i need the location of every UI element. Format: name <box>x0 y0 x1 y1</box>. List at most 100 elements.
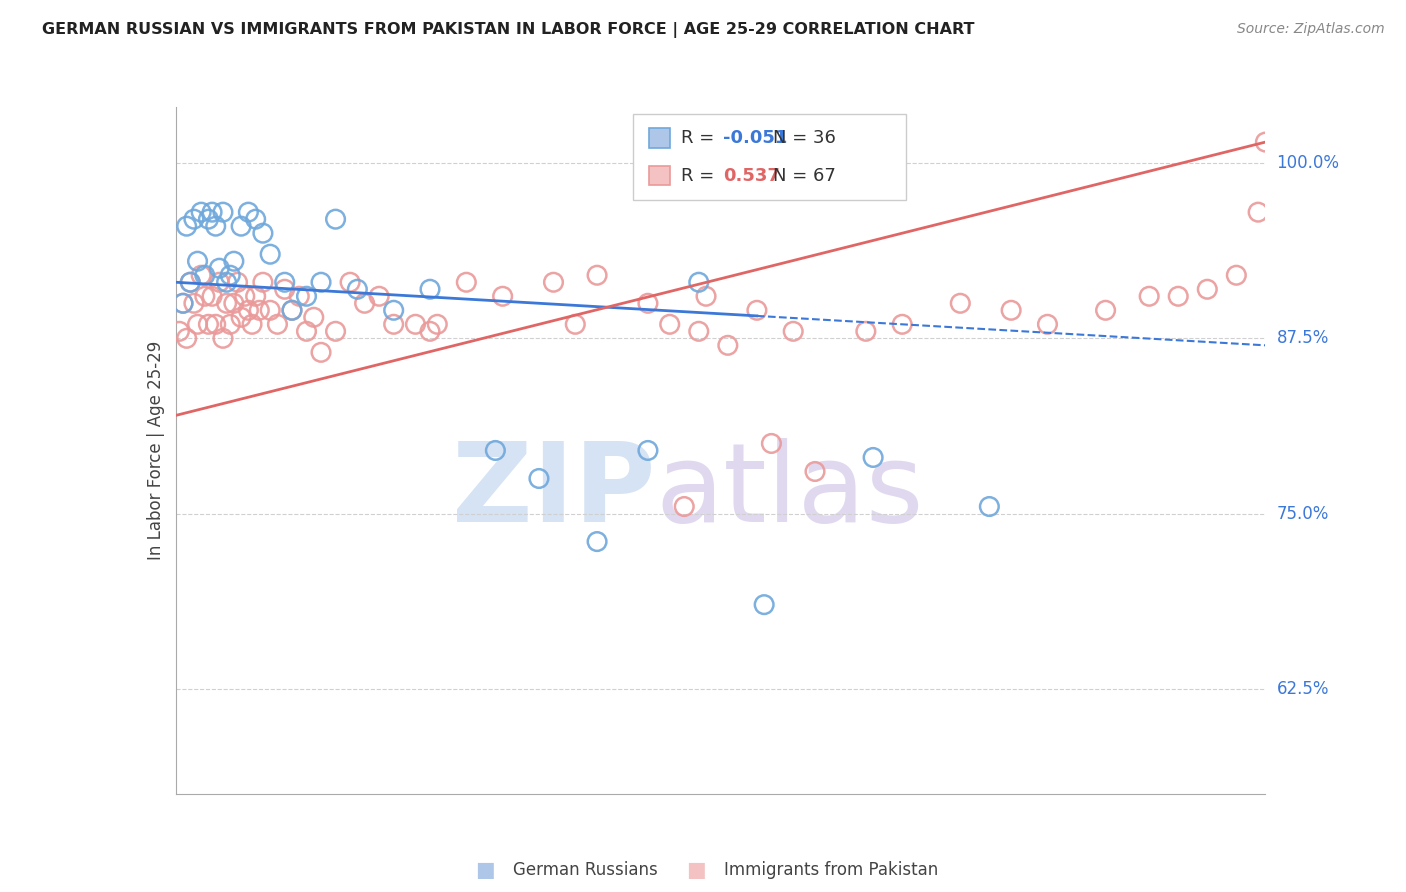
Text: 0.537: 0.537 <box>723 167 780 185</box>
Point <box>804 465 827 479</box>
Text: 62.5%: 62.5% <box>1277 680 1329 698</box>
Point <box>1197 282 1219 296</box>
Point <box>658 318 681 332</box>
Point <box>745 303 768 318</box>
Point <box>172 296 194 310</box>
Text: GERMAN RUSSIAN VS IMMIGRANTS FROM PAKISTAN IN LABOR FORCE | AGE 25-29 CORRELATIO: GERMAN RUSSIAN VS IMMIGRANTS FROM PAKIST… <box>42 22 974 38</box>
Point <box>183 296 205 310</box>
Point <box>426 318 449 332</box>
Point <box>527 471 550 485</box>
Point <box>247 303 270 318</box>
Point <box>186 254 209 268</box>
Point <box>194 289 217 303</box>
Point <box>688 324 710 338</box>
Point <box>855 324 877 338</box>
Text: Immigrants from Pakistan: Immigrants from Pakistan <box>724 861 938 879</box>
Point <box>325 212 347 227</box>
Point <box>259 303 281 318</box>
Point <box>176 331 198 345</box>
Point <box>637 296 659 310</box>
Text: Source: ZipAtlas.com: Source: ZipAtlas.com <box>1237 22 1385 37</box>
Point <box>190 205 212 219</box>
Point <box>204 219 226 234</box>
Point <box>233 289 256 303</box>
Point <box>252 226 274 240</box>
Point <box>382 303 405 318</box>
Point <box>194 268 217 283</box>
Point <box>761 436 783 450</box>
Point <box>543 275 565 289</box>
Point <box>169 324 191 338</box>
Point <box>717 338 740 352</box>
Point <box>586 268 609 283</box>
Point <box>201 205 224 219</box>
Point <box>252 275 274 289</box>
Point <box>266 318 288 332</box>
Point <box>204 318 226 332</box>
Point <box>309 275 332 289</box>
Text: 100.0%: 100.0% <box>1277 154 1340 172</box>
Point <box>179 275 201 289</box>
Point <box>288 289 311 303</box>
Point <box>1137 289 1160 303</box>
Point <box>637 443 659 458</box>
Point <box>231 310 253 325</box>
Point <box>325 324 347 338</box>
Point <box>492 289 515 303</box>
Point <box>309 345 332 359</box>
Point <box>1000 303 1022 318</box>
Point <box>219 318 242 332</box>
Text: German Russians: German Russians <box>513 861 658 879</box>
Point <box>231 219 253 234</box>
Point <box>208 275 231 289</box>
Point <box>238 303 260 318</box>
Point <box>456 275 478 289</box>
Point <box>1225 268 1247 283</box>
Point <box>212 331 235 345</box>
Point <box>197 318 219 332</box>
Point <box>281 303 304 318</box>
Point <box>754 598 776 612</box>
Point <box>949 296 972 310</box>
Point <box>212 205 235 219</box>
Point <box>183 212 205 227</box>
Point <box>1254 135 1277 149</box>
FancyBboxPatch shape <box>633 114 905 200</box>
Text: ■: ■ <box>475 860 495 880</box>
Point <box>484 443 506 458</box>
Point <box>339 275 361 289</box>
Point <box>238 205 260 219</box>
Text: 87.5%: 87.5% <box>1277 329 1329 347</box>
Point <box>281 303 304 318</box>
Point <box>302 310 325 325</box>
Point <box>222 254 245 268</box>
Point <box>368 289 391 303</box>
Point <box>1036 318 1059 332</box>
FancyBboxPatch shape <box>648 128 671 147</box>
Point <box>695 289 717 303</box>
Text: atlas: atlas <box>655 438 924 545</box>
Point <box>215 296 238 310</box>
Point <box>295 289 318 303</box>
Point <box>197 212 219 227</box>
Text: R =: R = <box>682 129 720 147</box>
Point <box>979 500 1001 514</box>
Point <box>240 318 263 332</box>
Y-axis label: In Labor Force | Age 25-29: In Labor Force | Age 25-29 <box>146 341 165 560</box>
Point <box>186 318 209 332</box>
Point <box>782 324 804 338</box>
Point <box>176 219 198 234</box>
Point <box>405 318 427 332</box>
Point <box>295 324 318 338</box>
Point <box>1167 289 1189 303</box>
Point <box>245 212 267 227</box>
Point <box>259 247 281 261</box>
Point <box>201 289 224 303</box>
Point <box>891 318 914 332</box>
Point <box>382 318 405 332</box>
Point <box>419 282 441 296</box>
Point <box>219 268 242 283</box>
Point <box>586 534 609 549</box>
Point <box>226 275 249 289</box>
Text: ZIP: ZIP <box>451 438 655 545</box>
